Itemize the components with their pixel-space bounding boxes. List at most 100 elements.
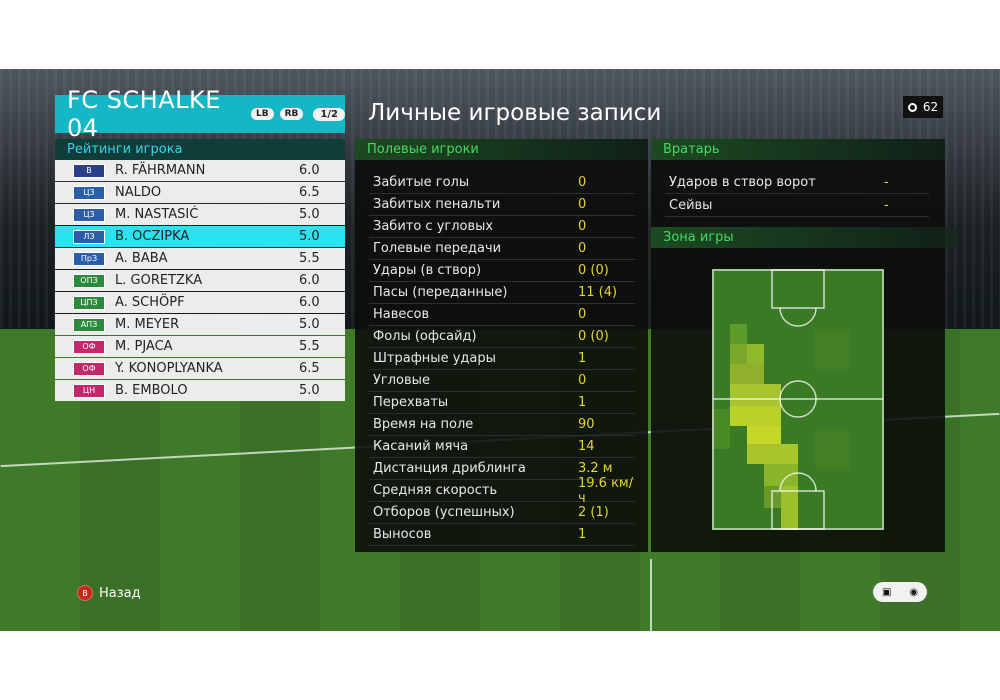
stat-value: 0 — [578, 197, 587, 212]
stat-label: Выносов — [373, 527, 432, 542]
stat-value: 14 — [578, 439, 595, 454]
stat-label: Навесов — [373, 307, 430, 322]
stat-label: Касаний мяча — [373, 439, 469, 454]
lb-button-icon[interactable]: LB — [251, 108, 274, 120]
player-row[interactable]: ЦЗ NALDO 6.5 — [55, 182, 345, 203]
stat-row: Угловые 0 — [369, 370, 635, 392]
player-name: M. MEYER — [115, 317, 180, 332]
stat-label: Голевые передачи — [373, 241, 502, 256]
stat-value: 0 — [578, 373, 587, 388]
stat-row: Перехваты 1 — [369, 392, 635, 414]
position-badge: ЦПЗ — [73, 295, 105, 310]
position-badge: ЦЗ — [73, 207, 105, 222]
stat-row: Средняя скорость 19.6 км/ч — [369, 476, 635, 506]
stat-label: Время на поле — [373, 417, 474, 432]
player-row[interactable]: АПЗ M. MEYER 5.0 — [55, 314, 345, 335]
heatmap-cell — [730, 384, 781, 406]
field-players-header: Полевые игроки — [355, 139, 648, 160]
stat-label: Средняя скорость — [373, 483, 498, 498]
stat-value: 0 (0) — [578, 329, 609, 344]
top-penalty-box — [771, 269, 825, 309]
stat-row: Фолы (офсайд) 0 (0) — [369, 326, 635, 348]
player-row[interactable]: ПрЗ A. BABA 5.5 — [55, 248, 345, 269]
player-rating: 5.0 — [299, 317, 320, 332]
stat-row: Штрафные удары 1 — [369, 348, 635, 370]
heatmap-cell — [815, 429, 850, 469]
zone-header: Зона игры — [651, 227, 957, 248]
gk-stat-label: Ударов в створ ворот — [669, 174, 816, 190]
stat-row: Время на поле 90 — [369, 414, 635, 436]
player-list: В R. FÄHRMANN 6.0 ЦЗ NALDO 6.5 ЦЗ M. NASTASIĆ 5.… — [55, 160, 345, 402]
team-name: FC SCHALKE 04 — [67, 86, 221, 142]
position-badge: ОФ — [73, 339, 105, 354]
player-row[interactable]: ЦПЗ A. SCHÖPF 6.0 — [55, 292, 345, 313]
heatmap-cell — [747, 426, 781, 444]
player-rating: 5.0 — [299, 207, 320, 222]
stat-value: 0 — [578, 307, 587, 322]
player-row[interactable]: ОПЗ L. GORETZKA 6.0 — [55, 270, 345, 291]
bottom-penalty-arc — [779, 472, 817, 492]
stat-label: Дистанция дриблинга — [373, 461, 526, 476]
stat-row: Забито с угловых 0 — [369, 216, 635, 238]
goalkeeper-panel: Вратарь Ударов в створ ворот - Сейвы - Зона… — [651, 139, 957, 552]
gk-stat-row: Ударов в створ ворот - — [665, 171, 929, 194]
gk-stat-value: - — [884, 197, 889, 213]
player-name: A. SCHÖPF — [115, 295, 185, 310]
player-rating: 5.5 — [299, 251, 320, 266]
player-name: NALDO — [115, 185, 162, 200]
position-badge: ОПЗ — [73, 273, 105, 288]
clock-icon — [907, 102, 917, 112]
center-circle — [779, 380, 817, 418]
stat-row: Отборов (успешных) 2 (1) — [369, 502, 635, 524]
back-button[interactable]: B Назад — [77, 585, 141, 601]
heatmap-cells — [712, 324, 850, 530]
stat-label: Штрафные удары — [373, 351, 496, 366]
stat-value: 3.2 м — [578, 461, 613, 476]
match-timer: 62 — [903, 96, 943, 118]
stat-value: 0 — [578, 219, 587, 234]
stat-row: Пасы (переданные) 11 (4) — [369, 282, 635, 304]
stat-row: Забитых пенальти 0 — [369, 194, 635, 216]
heatmap-lines — [712, 269, 884, 530]
stat-row: Удары (в створ) 0 (0) — [369, 260, 635, 282]
player-name: B. OCZIPKA — [115, 229, 190, 244]
stat-row: Навесов 0 — [369, 304, 635, 326]
stat-value: 0 — [578, 175, 587, 190]
corner-controls[interactable]: ▣ ◉ — [873, 582, 927, 602]
stat-value: 2 (1) — [578, 505, 609, 520]
stat-row: Выносов 1 — [369, 524, 635, 546]
player-row[interactable]: В R. FÄHRMANN 6.0 — [55, 160, 345, 181]
player-row[interactable]: ОФ Y. KONOPLYANKA 6.5 — [55, 358, 345, 379]
player-rating: 6.0 — [299, 163, 320, 178]
pitch-line — [650, 559, 652, 631]
stat-label: Забито с угловых — [373, 219, 494, 234]
position-badge: ЦН — [73, 383, 105, 398]
page-title: Личные игровые записи — [368, 100, 662, 126]
player-row[interactable]: ОФ M. PJACA 5.5 — [55, 336, 345, 357]
heatmap-cell — [815, 329, 850, 369]
gk-stat-label: Сейвы — [669, 197, 713, 213]
position-badge: ПрЗ — [73, 251, 105, 266]
field-players-panel: Полевые игроки Забитые голы 0 Забитых пена… — [355, 139, 648, 552]
player-row[interactable]: ЛЗ B. OCZIPKA 5.0 — [55, 226, 345, 247]
gk-stat-row: Сейвы - — [665, 194, 929, 217]
stat-label: Забитые голы — [373, 175, 470, 190]
stat-label: Пасы (переданные) — [373, 285, 508, 300]
stat-value: 90 — [578, 417, 595, 432]
rb-button-icon[interactable]: RB — [279, 108, 304, 120]
gk-stat-value: - — [884, 174, 889, 190]
stat-value: 11 (4) — [578, 285, 618, 300]
stat-row: Забитые голы 0 — [369, 172, 635, 194]
goalkeeper-header: Вратарь — [651, 139, 945, 160]
position-badge: ЛЗ — [73, 229, 105, 244]
timer-value: 62 — [922, 100, 939, 114]
rs-stick-icon[interactable]: ◉ — [909, 586, 919, 598]
stat-label: Забитых пенальти — [373, 197, 501, 212]
stat-row: Касаний мяча 14 — [369, 436, 635, 458]
heatmap — [712, 269, 884, 530]
position-badge: В — [73, 163, 105, 178]
player-row[interactable]: ЦЗ M. NASTASIĆ 5.0 — [55, 204, 345, 225]
heatmap-cell — [730, 364, 764, 384]
player-row[interactable]: ЦН B. EMBOLO 5.0 — [55, 380, 345, 401]
chat-icon[interactable]: ▣ — [881, 586, 892, 598]
